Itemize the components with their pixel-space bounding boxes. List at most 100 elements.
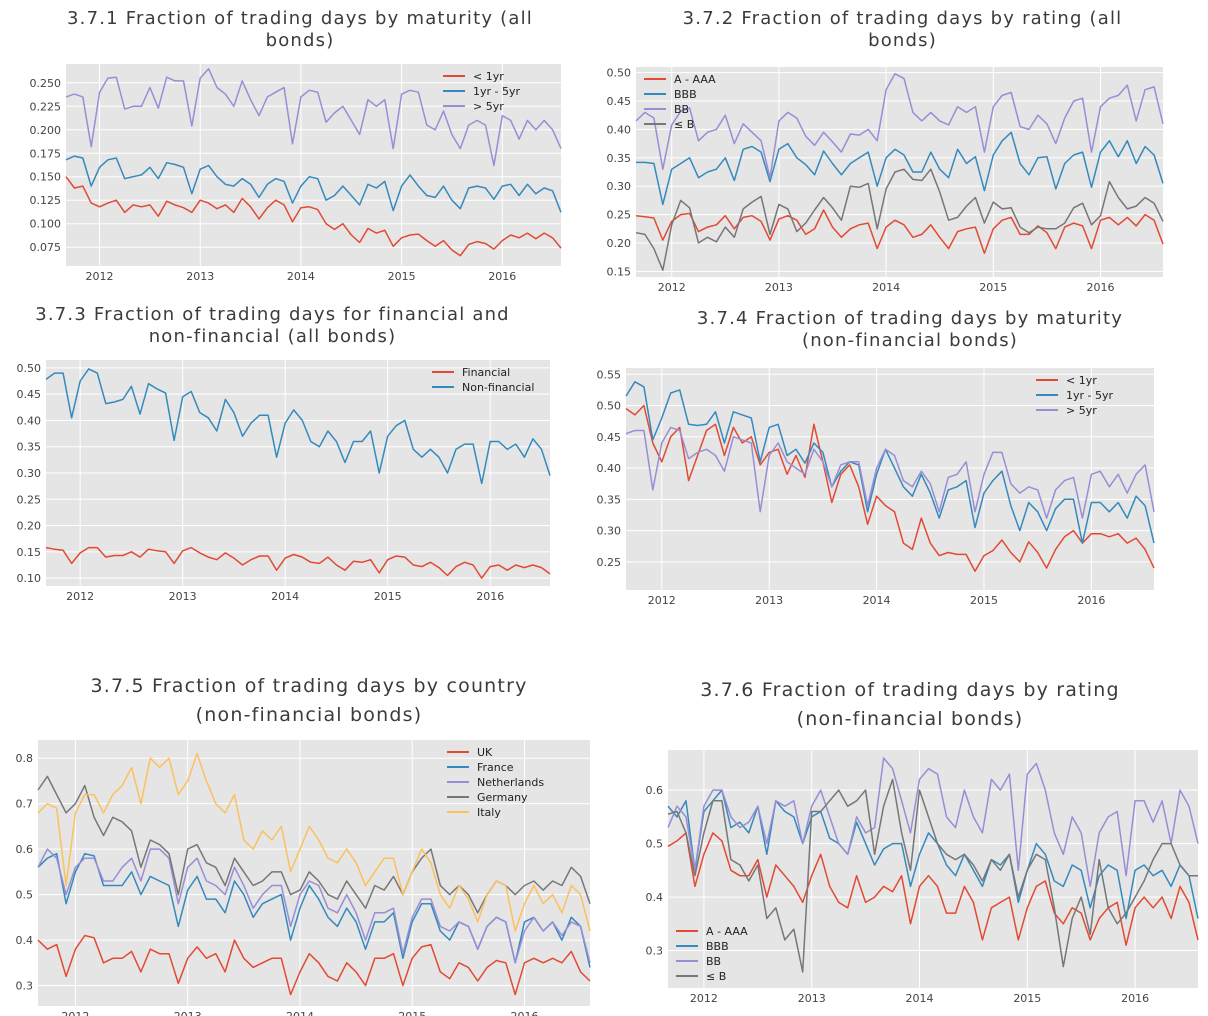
legend-label: < 1yr xyxy=(473,70,504,83)
line-chart-financial: 0.10 0.15 0.20 0.25 0.30 0.35 0.40 0.45 0.50 2012… xyxy=(17,360,551,603)
legend-label: 1yr - 5yr xyxy=(1066,389,1114,402)
x-tick-label: 2012 xyxy=(86,270,114,283)
x-tick-label: 2015 xyxy=(979,281,1007,294)
legend-label: 1yr - 5yr xyxy=(473,85,521,98)
plot-area xyxy=(66,64,561,266)
chart-panel-6: 3.7.6 Fraction of trading days by rating… xyxy=(0,610,1208,1016)
series-line xyxy=(635,168,1164,271)
x-tick-label: 2012 xyxy=(690,992,718,1005)
y-tick-label: 0.6 xyxy=(16,843,34,856)
chart-title-line-1: 3.7.4 Fraction of trading days by maturi… xyxy=(696,308,1124,329)
x-tick-label: 2016 xyxy=(511,1010,539,1016)
legend-label: Non-financial xyxy=(462,381,534,394)
y-tick-label: 0.3 xyxy=(646,945,664,958)
y-tick-label: 0.35 xyxy=(597,493,622,506)
chart-panel-1: 3.7.1 Fraction of trading days by maturi… xyxy=(0,0,600,300)
chart-panel-2: 3.7.2 Fraction of trading days by rating… xyxy=(0,0,1208,300)
chart-panel-5: 3.7.5 Fraction of trading days by countr… xyxy=(0,610,600,1016)
y-tick-label: 0.30 xyxy=(607,180,632,193)
y-tick-label: 0.15 xyxy=(17,546,42,559)
chart-title: 3.7.6 Fraction of trading days by rating… xyxy=(612,676,1208,734)
line-chart-maturity-nonfin: 0.25 0.30 0.35 0.40 0.45 0.50 0.55 2012 2013 2014… xyxy=(597,368,1155,607)
chart-title-line-1: 3.7.3 Fraction of trading days for finan… xyxy=(35,304,510,325)
series-line xyxy=(65,176,562,257)
y-tick-label: 0.5 xyxy=(646,838,664,851)
x-tick-label: 2015 xyxy=(398,1010,426,1016)
y-tick-label: 0.3 xyxy=(16,980,34,993)
legend-label: < 1yr xyxy=(1066,374,1097,387)
y-tick-label: 0.150 xyxy=(30,171,62,184)
x-tick-label: 2012 xyxy=(648,594,676,607)
legend-label: A - AAA xyxy=(674,73,716,86)
x-tick-label: 2012 xyxy=(658,281,686,294)
series-line xyxy=(45,546,551,579)
legend-label: Financial xyxy=(462,366,510,379)
y-tick-label: 0.55 xyxy=(597,368,622,381)
chart-title-line-2: bonds) xyxy=(868,30,937,51)
y-tick-label: 0.50 xyxy=(17,362,42,375)
line-chart-country-nonfin: 0.3 0.4 0.5 0.6 0.7 0.8 2012 2013 2014 2015 2016 UK… xyxy=(16,740,591,1016)
x-tick-label: 2012 xyxy=(66,590,94,603)
plot-area xyxy=(626,368,1154,590)
x-tick-label: 2013 xyxy=(798,992,826,1005)
x-tick-label: 2014 xyxy=(271,590,299,603)
chart-title: 3.7.2 Fraction of trading days by rating… xyxy=(605,8,1200,52)
chart-panel-4: 3.7.4 Fraction of trading days by maturi… xyxy=(0,300,1208,610)
y-tick-label: 0.10 xyxy=(17,572,42,585)
y-tick-label: 0.25 xyxy=(597,556,622,569)
y-tick-label: 0.20 xyxy=(17,520,42,533)
x-tick-label: 2014 xyxy=(872,281,900,294)
y-tick-label: 0.5 xyxy=(16,889,34,902)
y-tick-label: 0.35 xyxy=(607,152,632,165)
y-tick-label: 0.8 xyxy=(16,752,34,765)
series-line xyxy=(667,832,1199,946)
line-chart-maturity-all: 0.075 0.100 0.125 0.150 0.175 0.200 0.225 0.250… xyxy=(30,64,562,283)
x-tick-label: 2016 xyxy=(1121,992,1149,1005)
x-tick-label: 2013 xyxy=(765,281,793,294)
y-tick-label: 0.40 xyxy=(597,462,622,475)
series-line xyxy=(37,934,591,996)
legend-label: Italy xyxy=(477,806,501,819)
line-chart-rating-nonfin: 0.3 0.4 0.5 0.6 2012 2013 2014 2015 2016 A - AAA B… xyxy=(646,750,1199,1005)
legend-label: > 5yr xyxy=(1066,404,1097,417)
series-line xyxy=(625,404,1155,572)
series-line xyxy=(667,757,1199,888)
chart-title: 3.7.4 Fraction of trading days by maturi… xyxy=(610,308,1208,352)
legend-label: BB xyxy=(674,103,689,116)
series-line xyxy=(37,752,591,932)
series-line xyxy=(45,368,551,485)
legend-label: ≤ B xyxy=(706,970,726,983)
plot-area xyxy=(668,750,1198,988)
y-tick-label: 0.35 xyxy=(17,441,42,454)
chart-title-line-2: (non-financial bonds) xyxy=(195,704,423,726)
series-line xyxy=(625,426,1155,519)
chart-title-line-2: (non-financial bonds) xyxy=(801,330,1019,351)
legend-label: ≤ B xyxy=(674,118,694,131)
y-tick-label: 0.50 xyxy=(607,67,632,80)
legend-label: BB xyxy=(706,955,721,968)
x-tick-label: 2016 xyxy=(476,590,504,603)
x-tick-label: 2013 xyxy=(186,270,214,283)
x-tick-label: 2013 xyxy=(169,590,197,603)
chart-title-line-2: (non-financial bonds) xyxy=(796,708,1024,730)
legend-label: A - AAA xyxy=(706,925,748,938)
series-line xyxy=(635,73,1164,179)
y-tick-label: 0.40 xyxy=(607,123,632,136)
chart-panel-3: 3.7.3 Fraction of trading days for finan… xyxy=(0,300,600,610)
legend-label: BBB xyxy=(706,940,729,953)
x-tick-label: 2014 xyxy=(287,270,315,283)
series-line xyxy=(667,778,1198,973)
series-line xyxy=(636,131,1164,206)
y-tick-label: 0.250 xyxy=(30,77,62,90)
y-tick-label: 0.15 xyxy=(607,265,632,278)
legend-label: BBB xyxy=(674,88,697,101)
series-line xyxy=(667,789,1199,920)
y-tick-label: 0.125 xyxy=(30,194,62,207)
y-tick-label: 0.7 xyxy=(16,798,34,811)
y-tick-label: 0.45 xyxy=(17,388,42,401)
y-tick-label: 0.25 xyxy=(17,493,42,506)
x-tick-label: 2014 xyxy=(906,992,934,1005)
series-line xyxy=(37,848,591,964)
y-tick-label: 0.30 xyxy=(597,525,622,538)
x-tick-label: 2016 xyxy=(488,270,516,283)
